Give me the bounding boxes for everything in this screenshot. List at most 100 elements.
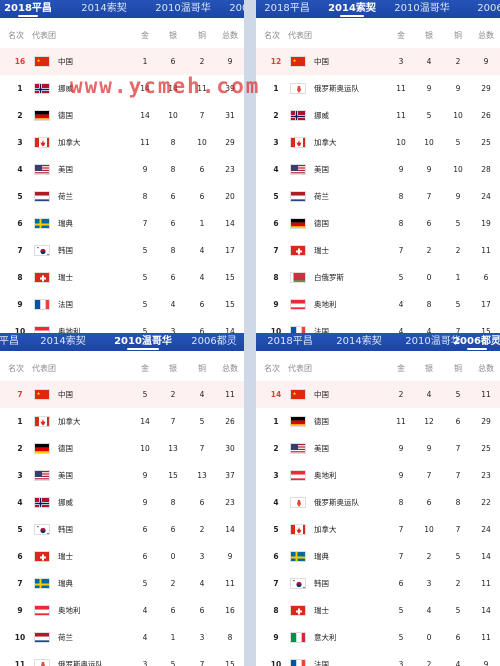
table-row[interactable]: 10 法国 4 4 7 15 — [256, 318, 500, 333]
rank-cell: 10 — [14, 633, 26, 642]
table-row[interactable]: 4 挪威 9 8 6 23 — [0, 489, 244, 516]
year-tab[interactable]: 2006 — [477, 3, 500, 14]
table-row[interactable]: 10 奥地利 5 3 6 14 — [0, 318, 244, 333]
year-tab[interactable]: 2018平昌 — [2, 0, 54, 18]
total-count: 17 — [225, 246, 235, 255]
year-tab[interactable]: 2006 — [229, 3, 244, 14]
year-tab[interactable]: 2018平昌 — [267, 336, 313, 347]
table-row[interactable]: 5 韩国 6 6 2 14 — [0, 516, 244, 543]
year-tab[interactable]: 2010温哥华 — [394, 3, 450, 14]
gold-count: 5 — [142, 273, 148, 282]
silver-count: 4 — [426, 390, 432, 399]
year-tab[interactable]: 2010温哥华 — [155, 3, 211, 14]
year-tab[interactable]: 2014索契 — [40, 336, 86, 347]
table-row[interactable]: 3 奥地利 9 7 7 23 — [256, 462, 500, 489]
table-row[interactable]: 11 俄罗斯奥运队 3 5 7 15 — [0, 651, 244, 666]
sweden-flag-icon — [34, 578, 50, 589]
table-row[interactable]: 5 荷兰 8 6 6 20 — [0, 183, 244, 210]
table-row[interactable]: 6 瑞士 6 0 3 9 — [0, 543, 244, 570]
total-count: 14 — [225, 525, 235, 534]
table-row[interactable]: 4 美国 9 8 6 23 — [0, 156, 244, 183]
header-team: 代表团 — [288, 31, 312, 40]
table-row[interactable]: 7 韩国 6 3 2 11 — [256, 570, 500, 597]
table-row[interactable]: 14 ★ 中国 2 4 5 11 — [256, 381, 500, 408]
rank-cell: 10 — [270, 660, 282, 666]
bronze-count: 4 — [199, 390, 205, 399]
table-row[interactable]: 10 法国 3 2 4 9 — [256, 651, 500, 666]
table-row[interactable]: 5 加拿大 7 10 7 24 — [256, 516, 500, 543]
year-tab[interactable]: 2018平昌 — [264, 3, 310, 14]
bronze-count: 7 — [455, 444, 461, 453]
table-row[interactable]: 4 俄罗斯奥运队 8 6 8 22 — [256, 489, 500, 516]
table-row[interactable]: 2 美国 9 9 7 25 — [256, 435, 500, 462]
team-name: 白俄罗斯 — [314, 273, 344, 282]
table-row[interactable]: 9 奥地利 4 8 5 17 — [256, 291, 500, 318]
table-row[interactable]: 6 瑞典 7 6 1 14 — [0, 210, 244, 237]
gold-count: 7 — [398, 552, 404, 561]
team-name: 瑞士 — [314, 246, 329, 255]
gold-count: 9 — [398, 165, 404, 174]
header-rank: 名次 — [264, 31, 280, 40]
silver-count: 4 — [426, 606, 432, 615]
table-row[interactable]: 1 加拿大 14 7 5 26 — [0, 408, 244, 435]
table-row[interactable]: 9 法国 5 4 6 15 — [0, 291, 244, 318]
year-tab[interactable]: 2014索契 — [322, 0, 382, 18]
table-row[interactable]: 1 挪威 14 14 11 39 — [0, 75, 244, 102]
team-name: 挪威 — [58, 84, 73, 93]
bronze-count: 4 — [199, 273, 205, 282]
germany-flag-icon — [290, 416, 306, 427]
gold-count: 6 — [142, 552, 148, 561]
table-row[interactable]: 8 瑞士 5 4 5 14 — [256, 597, 500, 624]
table-row[interactable]: 1 德国 11 12 6 29 — [256, 408, 500, 435]
table-row[interactable]: 4 美国 9 9 10 28 — [256, 156, 500, 183]
table-row[interactable]: 2 挪威 11 5 10 26 — [256, 102, 500, 129]
table-row[interactable]: 16 ★ 中国 1 6 2 9 — [0, 48, 244, 75]
table-row[interactable]: 7 瑞士 7 2 2 11 — [256, 237, 500, 264]
silver-count: 3 — [426, 579, 432, 588]
gold-count: 9 — [142, 471, 148, 480]
bronze-count: 6 — [199, 192, 205, 201]
germany-flag-icon — [290, 218, 306, 229]
table-row[interactable]: 5 荷兰 8 7 9 24 — [256, 183, 500, 210]
table-header: 名次 代表团 金 银 铜 总数 — [0, 26, 244, 46]
table-row[interactable]: 12 ★ 中国 3 4 2 9 — [256, 48, 500, 75]
year-tab[interactable]: 2014索契 — [81, 3, 127, 14]
table-row[interactable]: 7 ★ 中国 5 2 4 11 — [0, 381, 244, 408]
header-silver: 银 — [425, 364, 433, 373]
table-row[interactable]: 8 瑞士 5 6 4 15 — [0, 264, 244, 291]
bronze-count: 7 — [455, 525, 461, 534]
table-row[interactable]: 6 瑞典 7 2 5 14 — [256, 543, 500, 570]
year-tab[interactable]: 2014索契 — [336, 336, 382, 347]
header-gold: 金 — [141, 364, 149, 373]
table-row[interactable]: 3 加拿大 11 8 10 29 — [0, 129, 244, 156]
table-row[interactable]: 7 瑞典 5 2 4 11 — [0, 570, 244, 597]
total-count: 14 — [225, 219, 235, 228]
bronze-count: 8 — [455, 498, 461, 507]
table-row[interactable]: 1 俄罗斯奥运队 11 9 9 29 — [256, 75, 500, 102]
gold-count: 5 — [142, 579, 148, 588]
total-count: 14 — [481, 606, 491, 615]
year-tab[interactable]: 平昌 — [0, 336, 19, 347]
table-row[interactable]: 2 德国 10 13 7 30 — [0, 435, 244, 462]
table-row[interactable]: 6 德国 8 6 5 19 — [256, 210, 500, 237]
rank-cell: 7 — [17, 390, 23, 399]
table-row[interactable]: 8 白俄罗斯 5 0 1 6 — [256, 264, 500, 291]
table-row[interactable]: 7 韩国 5 8 4 17 — [0, 237, 244, 264]
table-row[interactable]: 9 意大利 5 0 6 11 — [256, 624, 500, 651]
silver-count: 8 — [170, 246, 176, 255]
year-tab[interactable]: 2010温哥华 — [104, 333, 182, 351]
table-row[interactable]: 10 荷兰 4 1 3 8 — [0, 624, 244, 651]
team-name: 中国 — [58, 390, 73, 399]
year-tab[interactable]: 2010温哥华 — [405, 336, 461, 347]
team-name: 奥地利 — [314, 471, 337, 480]
table-row[interactable]: 3 美国 9 15 13 37 — [0, 462, 244, 489]
rank-cell: 6 — [17, 219, 23, 228]
year-tab[interactable]: 2006都灵 — [452, 333, 500, 351]
table-row[interactable]: 3 加拿大 10 10 5 25 — [256, 129, 500, 156]
team-name: 德国 — [58, 444, 73, 453]
year-tab[interactable]: 2006都灵 — [191, 336, 237, 347]
table-row[interactable]: 2 德国 14 10 7 31 — [0, 102, 244, 129]
table-row[interactable]: 9 奥地利 4 6 6 16 — [0, 597, 244, 624]
netherlands-flag-icon — [34, 632, 50, 643]
rank-cell: 2 — [17, 444, 23, 453]
